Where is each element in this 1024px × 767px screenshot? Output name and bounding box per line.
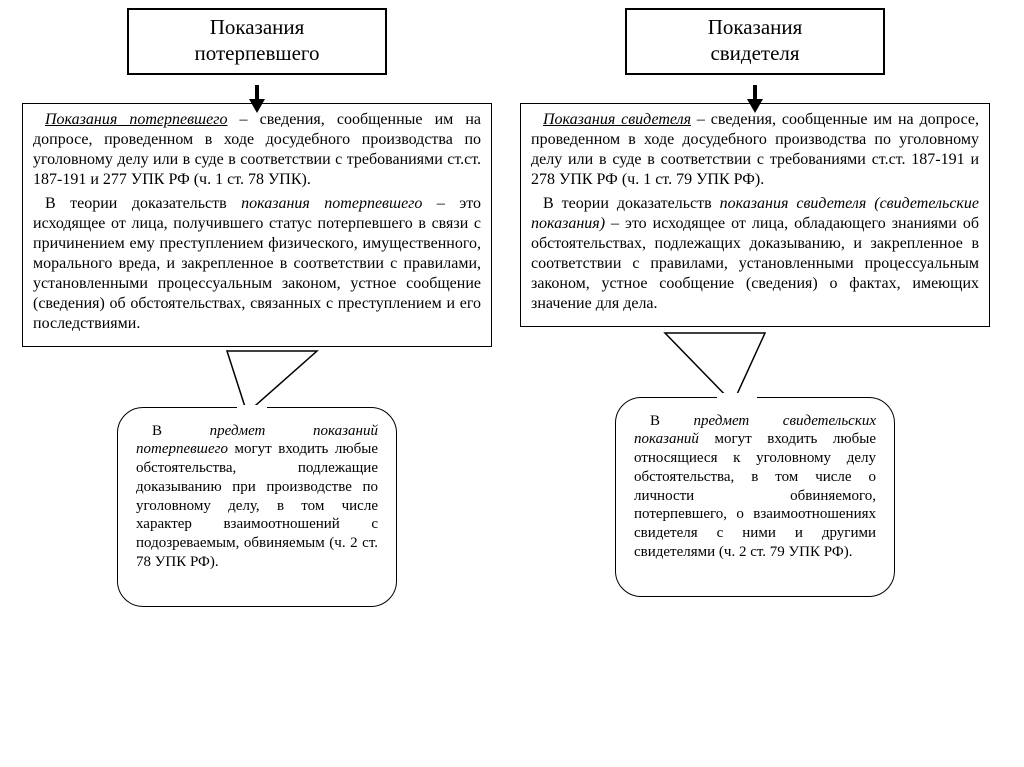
title-box-victim: Показания потерпевшего <box>127 8 387 75</box>
definition-p1: Показания свидетеля – сведения, сообщенн… <box>531 110 979 190</box>
subject-bubble-witness: В предмет свидетельских показаний могут … <box>615 397 895 597</box>
bubble-pre: В <box>152 423 210 439</box>
definition-term: Показания свидетеля <box>543 111 691 128</box>
arrow-down-icon <box>747 99 763 113</box>
bubble-wrap-witness: В предмет свидетельских показаний могут … <box>520 397 990 597</box>
title-line-1: Показания <box>635 14 875 40</box>
bubble-text: В предмет показаний потерпевшего могут в… <box>136 422 378 572</box>
column-victim: Показания потерпевшего Показания потерпе… <box>22 8 492 607</box>
definition-box-victim: Показания потерпевшего – сведения, сообщ… <box>22 103 492 347</box>
definition-p2-term: показания потерпевшего <box>241 195 422 212</box>
definition-p2-pre: В теории доказательств <box>543 195 720 212</box>
definition-p2: В теории доказательств показания потерпе… <box>33 194 481 334</box>
bubble-wrap-victim: В предмет показаний потерпевшего могут в… <box>22 407 492 607</box>
bubble-rest: могут входить любые относящиеся к уголов… <box>634 431 876 560</box>
bubble-tail-icon <box>625 333 765 403</box>
bubble-rest: могут входить любые обстоятельства, подл… <box>136 441 378 570</box>
definition-box-witness: Показания свидетеля – сведения, сообщенн… <box>520 103 990 327</box>
title-box-witness: Показания свидетеля <box>625 8 885 75</box>
bubble-tail-icon <box>227 351 367 421</box>
arrow-down-icon <box>249 99 265 113</box>
title-line-1: Показания <box>137 14 377 40</box>
subject-bubble-victim: В предмет показаний потерпевшего могут в… <box>117 407 397 607</box>
title-line-2: потерпевшего <box>137 40 377 66</box>
column-witness: Показания свидетеля Показания свидетеля … <box>520 8 990 597</box>
title-line-2: свидетеля <box>635 40 875 66</box>
bubble-text: В предмет свидетельских показаний могут … <box>634 412 876 562</box>
definition-p1: Показания потерпевшего – сведения, сообщ… <box>33 110 481 190</box>
definition-p2-text: – это исходящее от лица, получившего ста… <box>33 195 481 332</box>
definition-p2: В теории доказательств показания свидете… <box>531 194 979 314</box>
definition-p2-pre: В теории доказательств <box>45 195 241 212</box>
definition-term: Показания потерпевшего <box>45 111 227 128</box>
